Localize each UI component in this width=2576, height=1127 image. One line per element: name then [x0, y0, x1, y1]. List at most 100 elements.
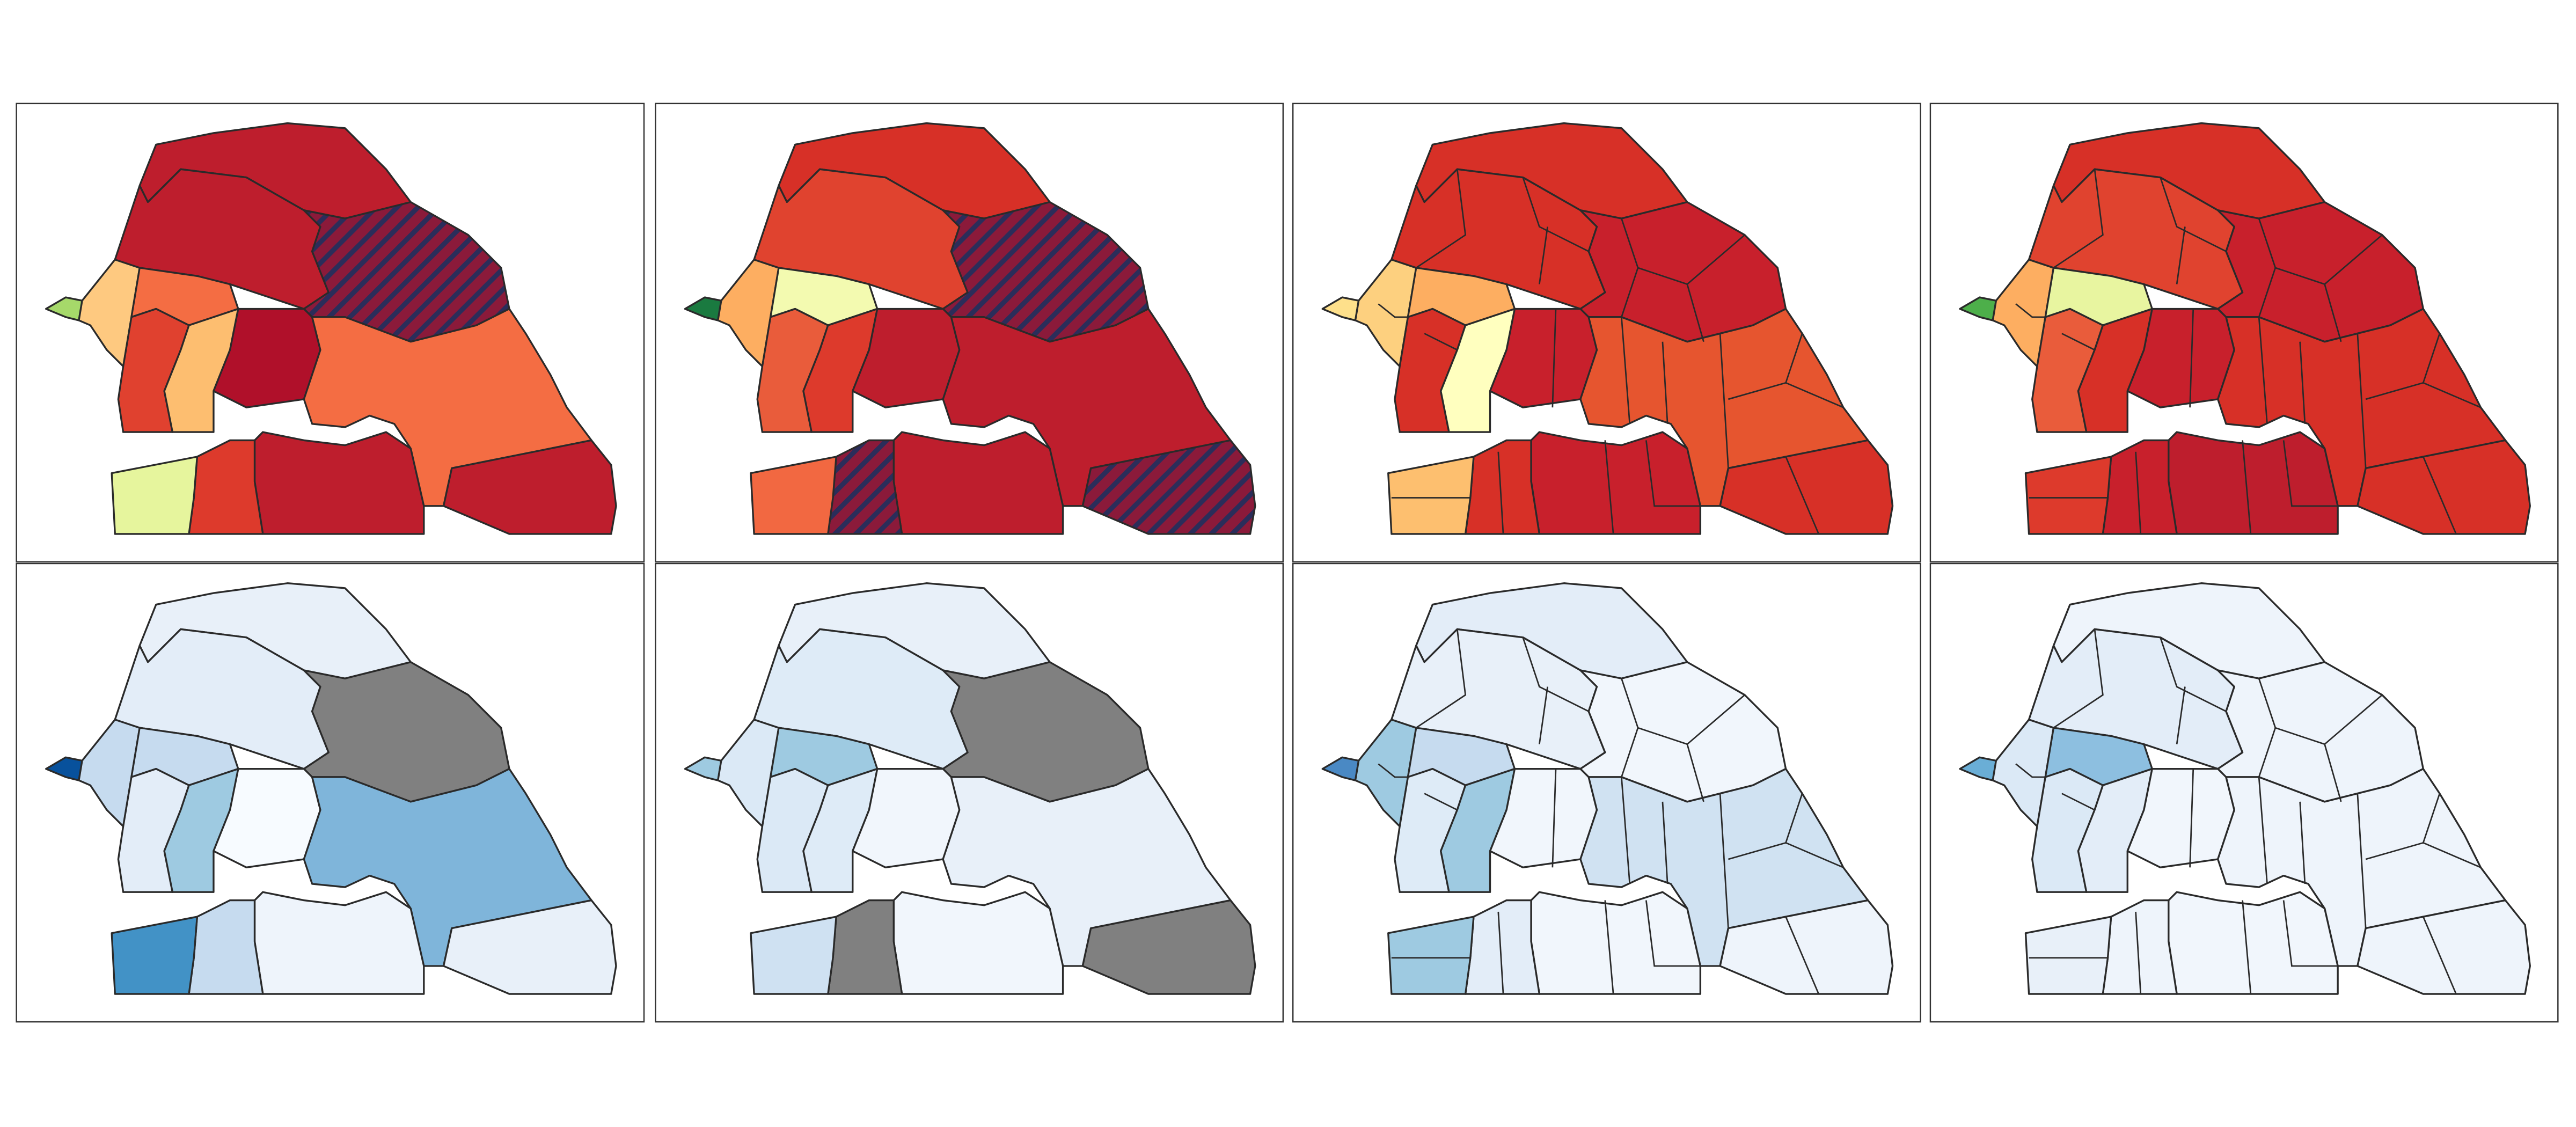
- department-border: [2053, 629, 2104, 729]
- department-border: [2176, 226, 2186, 284]
- department-border: [2242, 440, 2252, 535]
- department-border: [1621, 218, 1745, 286]
- department-border: [1604, 900, 1614, 994]
- department-border: [2015, 303, 2046, 318]
- department-border: [1621, 777, 1631, 884]
- department-border: [2160, 637, 2227, 712]
- department-border: [2135, 451, 2142, 534]
- department-border: [1785, 382, 1844, 408]
- department-border: [1539, 686, 1549, 744]
- department-border: [1497, 911, 1504, 994]
- department-border: [2282, 900, 2338, 967]
- region: [253, 431, 425, 535]
- department-border: [2053, 169, 2104, 269]
- department-border: [2282, 440, 2338, 507]
- department-border: [2324, 284, 2342, 342]
- department-border: [1416, 169, 1467, 269]
- department-border: [1621, 317, 1631, 424]
- department-border: [1728, 333, 1803, 400]
- department-border: [1662, 341, 1668, 424]
- department-border: [1522, 177, 1589, 252]
- department-border: [2423, 916, 2457, 994]
- department-border: [1662, 801, 1668, 884]
- department-border: [1539, 226, 1549, 284]
- department-border: [1728, 793, 1803, 860]
- department-border: [1785, 916, 1820, 994]
- region: [1719, 439, 1894, 535]
- panel-frame: [1929, 562, 2559, 1023]
- region: [45, 296, 83, 321]
- region: [684, 756, 722, 781]
- map-panel: [655, 562, 1284, 1023]
- panel-frame: [1929, 103, 2559, 563]
- region: [1959, 756, 1997, 781]
- department-border: [2189, 309, 2194, 408]
- department-border: [1378, 763, 1408, 778]
- department-border: [2258, 727, 2277, 778]
- panel-frame: [1292, 103, 1921, 563]
- region: [442, 439, 617, 535]
- department-border: [2324, 744, 2342, 802]
- department-border: [1621, 267, 1639, 318]
- department-border: [2258, 317, 2268, 424]
- department-border: [2176, 686, 2186, 744]
- region: [2357, 439, 2531, 535]
- region: [188, 439, 264, 535]
- department-border: [1645, 900, 1701, 967]
- department-border: [1719, 793, 1729, 928]
- region: [1719, 899, 1894, 995]
- department-border: [2189, 769, 2194, 868]
- region: [188, 899, 264, 995]
- region: [2024, 456, 2112, 535]
- region: [827, 899, 903, 995]
- department-border: [2061, 333, 2095, 351]
- region: [253, 891, 425, 995]
- region: [750, 456, 837, 535]
- department-border: [1719, 333, 1729, 469]
- department-border: [1621, 678, 1745, 745]
- region: [684, 296, 722, 321]
- region: [1321, 296, 1360, 321]
- department-border: [1604, 440, 1614, 535]
- department-border: [1416, 629, 1467, 729]
- region: [1081, 899, 1256, 995]
- department-border: [2135, 911, 2142, 994]
- region: [2168, 431, 2339, 535]
- department-border: [1785, 456, 1820, 535]
- map-panel: [1292, 103, 1921, 563]
- department-border: [2258, 267, 2277, 318]
- region: [2357, 899, 2531, 995]
- department-border: [1424, 333, 1458, 351]
- panel-frame: [1292, 562, 1921, 1023]
- department-border: [2423, 842, 2481, 868]
- region: [442, 899, 617, 995]
- department-border: [2299, 341, 2306, 424]
- department-border: [2061, 793, 2095, 811]
- region: [750, 916, 837, 995]
- region: [1387, 916, 1475, 995]
- department-border: [1686, 284, 1704, 342]
- department-border: [1552, 769, 1557, 868]
- department-border: [1552, 309, 1557, 408]
- region: [111, 456, 199, 535]
- panel-frame: [655, 562, 1284, 1023]
- department-border: [1621, 727, 1639, 778]
- region: [1530, 891, 1702, 995]
- department-border: [2242, 900, 2252, 994]
- department-border: [2015, 763, 2046, 778]
- region: [892, 431, 1064, 535]
- map-panel: [16, 103, 645, 563]
- panel-frame: [16, 103, 645, 563]
- region: [892, 891, 1064, 995]
- department-border: [2423, 382, 2481, 408]
- department-border: [1686, 744, 1704, 802]
- map-panel: [1292, 562, 1921, 1023]
- department-border: [2357, 793, 2367, 928]
- department-border: [1424, 793, 1458, 811]
- region: [1387, 456, 1475, 535]
- map-panel: [16, 562, 645, 1023]
- region: [45, 756, 83, 781]
- department-border: [2258, 777, 2268, 884]
- region: [1321, 756, 1360, 781]
